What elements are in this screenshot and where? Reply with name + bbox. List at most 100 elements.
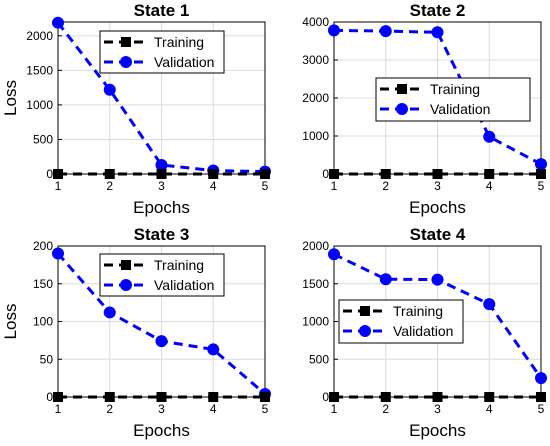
legend-marker: [120, 56, 132, 68]
x-tick-label: 2: [382, 179, 389, 193]
series-training: [53, 392, 270, 402]
data-point: [379, 25, 392, 38]
x-tick-label: 3: [434, 402, 441, 416]
y-tick-label: 0: [322, 167, 329, 181]
x-axis-label: Epochs: [409, 198, 466, 217]
data-point: [379, 273, 392, 286]
x-tick-label: 5: [262, 402, 269, 416]
chart-panel-2: 1 2 3 4 5 0 1000 2000 3000 4000 State 2 Epochs Train…: [302, 1, 547, 217]
x-tick-label: 4: [210, 179, 217, 193]
legend-marker: [396, 103, 408, 115]
x-tick-label: 1: [55, 402, 62, 416]
x-tick-label: 4: [486, 402, 493, 416]
x-tick-label: 3: [434, 179, 441, 193]
x-tick-label: 4: [210, 402, 217, 416]
legend-label: Validation: [430, 101, 490, 117]
y-tick-label: 2000: [26, 29, 53, 43]
data-point: [103, 306, 116, 319]
data-point: [535, 372, 547, 385]
data-point: [329, 392, 339, 402]
data-point: [104, 169, 115, 179]
y-tick-label: 500: [309, 352, 329, 366]
data-point: [432, 392, 443, 402]
data-point: [329, 169, 339, 179]
series-line: [56, 21, 266, 174]
data-point: [535, 158, 547, 171]
legend: Training Validation: [338, 299, 464, 344]
x-tick-label: 5: [262, 179, 269, 193]
legend-marker: [120, 279, 132, 291]
data-point: [155, 335, 168, 348]
x-tick-label: 5: [538, 179, 545, 193]
legend: Training Validation: [99, 30, 225, 74]
data-point: [52, 247, 64, 260]
y-tick-label: 1000: [26, 98, 53, 112]
data-point: [103, 83, 116, 96]
x-tick-label: 1: [331, 179, 338, 193]
series-training: [329, 392, 546, 402]
legend-marker: [121, 260, 131, 270]
y-tick-label: 3000: [302, 53, 329, 67]
series-training: [329, 169, 546, 179]
x-axis-label: Epochs: [409, 421, 466, 440]
x-axis-label: Epochs: [133, 198, 190, 217]
chart-title: State 3: [134, 225, 190, 244]
legend-box: [338, 299, 464, 344]
x-tick-label: 5: [538, 402, 545, 416]
data-point: [208, 392, 219, 402]
series-validation: [328, 24, 547, 171]
legend-box: [99, 30, 225, 74]
data-point: [52, 16, 64, 29]
series-validation: [52, 247, 271, 400]
y-tick-label: 0: [46, 390, 53, 404]
legend-label: Validation: [154, 277, 214, 293]
data-point: [53, 169, 63, 179]
y-tick-label: 100: [33, 315, 53, 329]
data-point: [536, 392, 546, 402]
data-point: [328, 24, 340, 37]
data-point: [431, 26, 444, 39]
legend-marker: [360, 306, 370, 316]
data-point: [380, 169, 391, 179]
y-tick-label: 2000: [302, 91, 329, 105]
legend-box: [99, 253, 225, 297]
data-point: [536, 169, 546, 179]
y-tick-label: 1000: [302, 315, 329, 329]
x-tick-label: 4: [486, 179, 493, 193]
data-point: [483, 298, 496, 311]
data-point: [260, 169, 270, 179]
data-point: [380, 392, 391, 402]
y-tick-label: 1000: [302, 129, 329, 143]
legend-label: Validation: [393, 323, 453, 339]
y-tick-label: 150: [33, 277, 53, 291]
y-axis-label: Loss: [1, 304, 20, 340]
y-tick-label: 500: [33, 132, 53, 146]
y-axis-label: Loss: [1, 80, 20, 116]
chart-title: State 2: [410, 1, 466, 20]
y-tick-label: 50: [40, 352, 54, 366]
data-point: [484, 392, 495, 402]
legend-label: Training: [154, 257, 204, 273]
legend-label: Training: [393, 303, 443, 319]
data-point: [328, 248, 340, 261]
chart-title: State 1: [134, 1, 190, 20]
legend-label: Training: [430, 81, 480, 97]
legend-marker: [359, 325, 371, 337]
y-tick-label: 200: [33, 239, 53, 253]
x-tick-label: 3: [158, 179, 165, 193]
x-tick-label: 2: [382, 402, 389, 416]
data-point: [156, 392, 167, 402]
data-point: [207, 343, 220, 356]
x-tick-label: 1: [55, 179, 62, 193]
x-tick-label: 1: [331, 402, 338, 416]
data-point: [260, 392, 270, 402]
chart-title: State 4: [410, 225, 466, 244]
legend-marker: [121, 37, 131, 47]
data-point: [431, 273, 444, 286]
data-point: [483, 130, 496, 143]
legend-label: Validation: [154, 54, 214, 70]
data-point: [484, 169, 495, 179]
y-tick-label: 0: [46, 167, 53, 181]
data-point: [208, 169, 219, 179]
